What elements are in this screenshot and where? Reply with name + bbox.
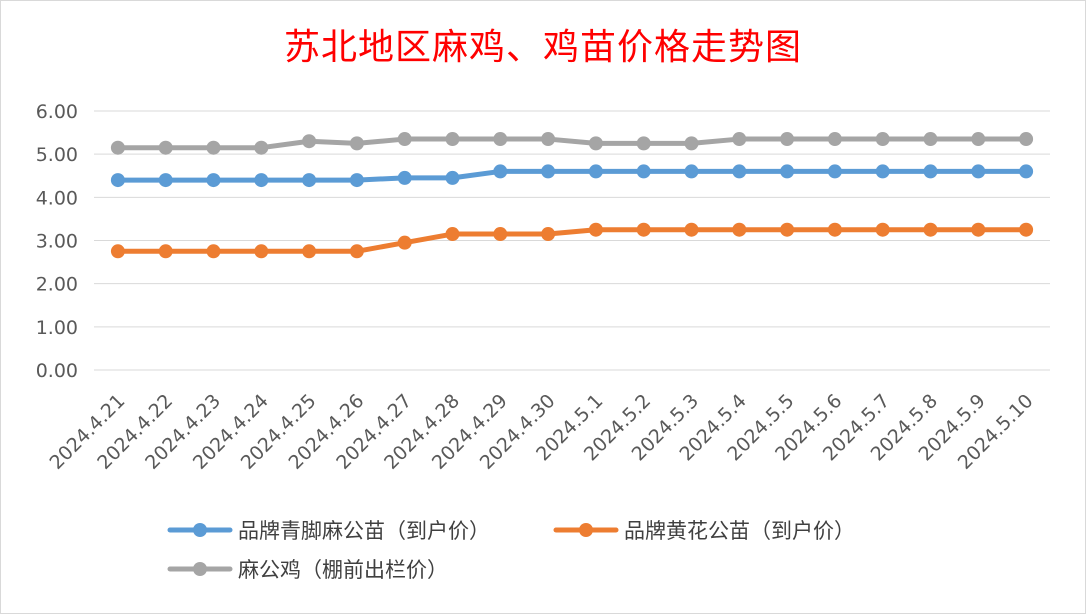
data-point — [923, 222, 938, 237]
data-point — [732, 132, 747, 147]
data-point — [780, 164, 795, 179]
data-point — [780, 222, 795, 237]
y-axis-ticks: 0.00 1.00 2.00 3.00 4.00 5.00 6.00 — [36, 101, 78, 382]
data-point — [541, 227, 556, 242]
data-point — [445, 170, 460, 185]
data-point — [302, 244, 317, 259]
data-point — [684, 136, 699, 151]
data-point — [875, 164, 890, 179]
data-point — [254, 173, 269, 188]
data-point — [445, 132, 460, 147]
data-point — [206, 173, 221, 188]
data-point — [636, 164, 651, 179]
y-tick-label: 6.00 — [36, 101, 78, 123]
data-point — [875, 132, 890, 147]
data-point — [206, 140, 221, 155]
data-point — [636, 222, 651, 237]
data-point — [588, 136, 603, 151]
data-point — [541, 132, 556, 147]
data-point — [923, 132, 938, 147]
data-point — [349, 173, 364, 188]
data-point — [636, 136, 651, 151]
data-point — [397, 132, 412, 147]
data-point — [732, 164, 747, 179]
series-2 — [110, 222, 1034, 259]
legend-marker — [193, 562, 207, 576]
data-point — [206, 244, 221, 259]
x-axis-ticks: 2024.4.212024.4.222024.4.232024.4.242024… — [45, 390, 1037, 474]
data-point — [158, 173, 173, 188]
series-lines — [110, 132, 1034, 259]
y-tick-label: 1.00 — [36, 317, 78, 339]
data-point — [684, 222, 699, 237]
legend-marker — [579, 523, 593, 537]
data-point — [684, 164, 699, 179]
y-tick-label: 2.00 — [36, 274, 78, 296]
legend-label: 品牌黄花公苗（到户价） — [624, 519, 855, 543]
data-point — [445, 227, 460, 242]
data-point — [254, 140, 269, 155]
data-point — [397, 235, 412, 250]
data-point — [827, 164, 842, 179]
data-point — [780, 132, 795, 147]
legend-item: 品牌青脚麻公苗（到户价） — [167, 519, 490, 543]
data-point — [971, 164, 986, 179]
data-point — [254, 244, 269, 259]
data-point — [493, 132, 508, 147]
series-1 — [110, 164, 1034, 188]
data-point — [110, 244, 125, 259]
data-point — [110, 140, 125, 155]
series-line — [115, 136, 1029, 151]
data-point — [827, 132, 842, 147]
data-point — [827, 222, 842, 237]
data-point — [971, 132, 986, 147]
legend-item: 麻公鸡（棚前出栏价） — [167, 558, 448, 582]
legend-label: 麻公鸡（棚前出栏价） — [238, 558, 448, 582]
data-point — [302, 134, 317, 149]
data-point — [349, 244, 364, 259]
data-point — [1019, 222, 1034, 237]
data-point — [588, 222, 603, 237]
data-point — [541, 164, 556, 179]
data-point — [302, 173, 317, 188]
data-point — [158, 140, 173, 155]
data-point — [588, 164, 603, 179]
data-point — [397, 170, 412, 185]
gridlines — [94, 110, 1050, 371]
chart-title: 苏北地区麻鸡、鸡苗价格走势图 — [283, 27, 802, 68]
y-tick-label: 4.00 — [36, 187, 78, 209]
data-point — [875, 222, 890, 237]
series-3 — [110, 132, 1034, 155]
legend-label: 品牌青脚麻公苗（到户价） — [238, 519, 490, 543]
series-line — [115, 168, 1029, 183]
data-point — [923, 164, 938, 179]
data-point — [110, 173, 125, 188]
y-tick-label: 0.00 — [36, 360, 78, 382]
legend: 品牌青脚麻公苗（到户价） 品牌黄花公苗（到户价） 麻公鸡（棚前出栏价） — [167, 519, 855, 582]
data-point — [732, 222, 747, 237]
data-point — [158, 244, 173, 259]
legend-item: 品牌黄花公苗（到户价） — [553, 519, 855, 543]
data-point — [493, 227, 508, 242]
legend-marker — [193, 523, 207, 537]
y-tick-label: 3.00 — [36, 231, 78, 253]
data-point — [971, 222, 986, 237]
data-point — [1019, 132, 1034, 147]
data-point — [1019, 164, 1034, 179]
data-point — [349, 136, 364, 151]
y-tick-label: 5.00 — [36, 144, 78, 166]
series-line — [115, 227, 1029, 254]
data-point — [493, 164, 508, 179]
